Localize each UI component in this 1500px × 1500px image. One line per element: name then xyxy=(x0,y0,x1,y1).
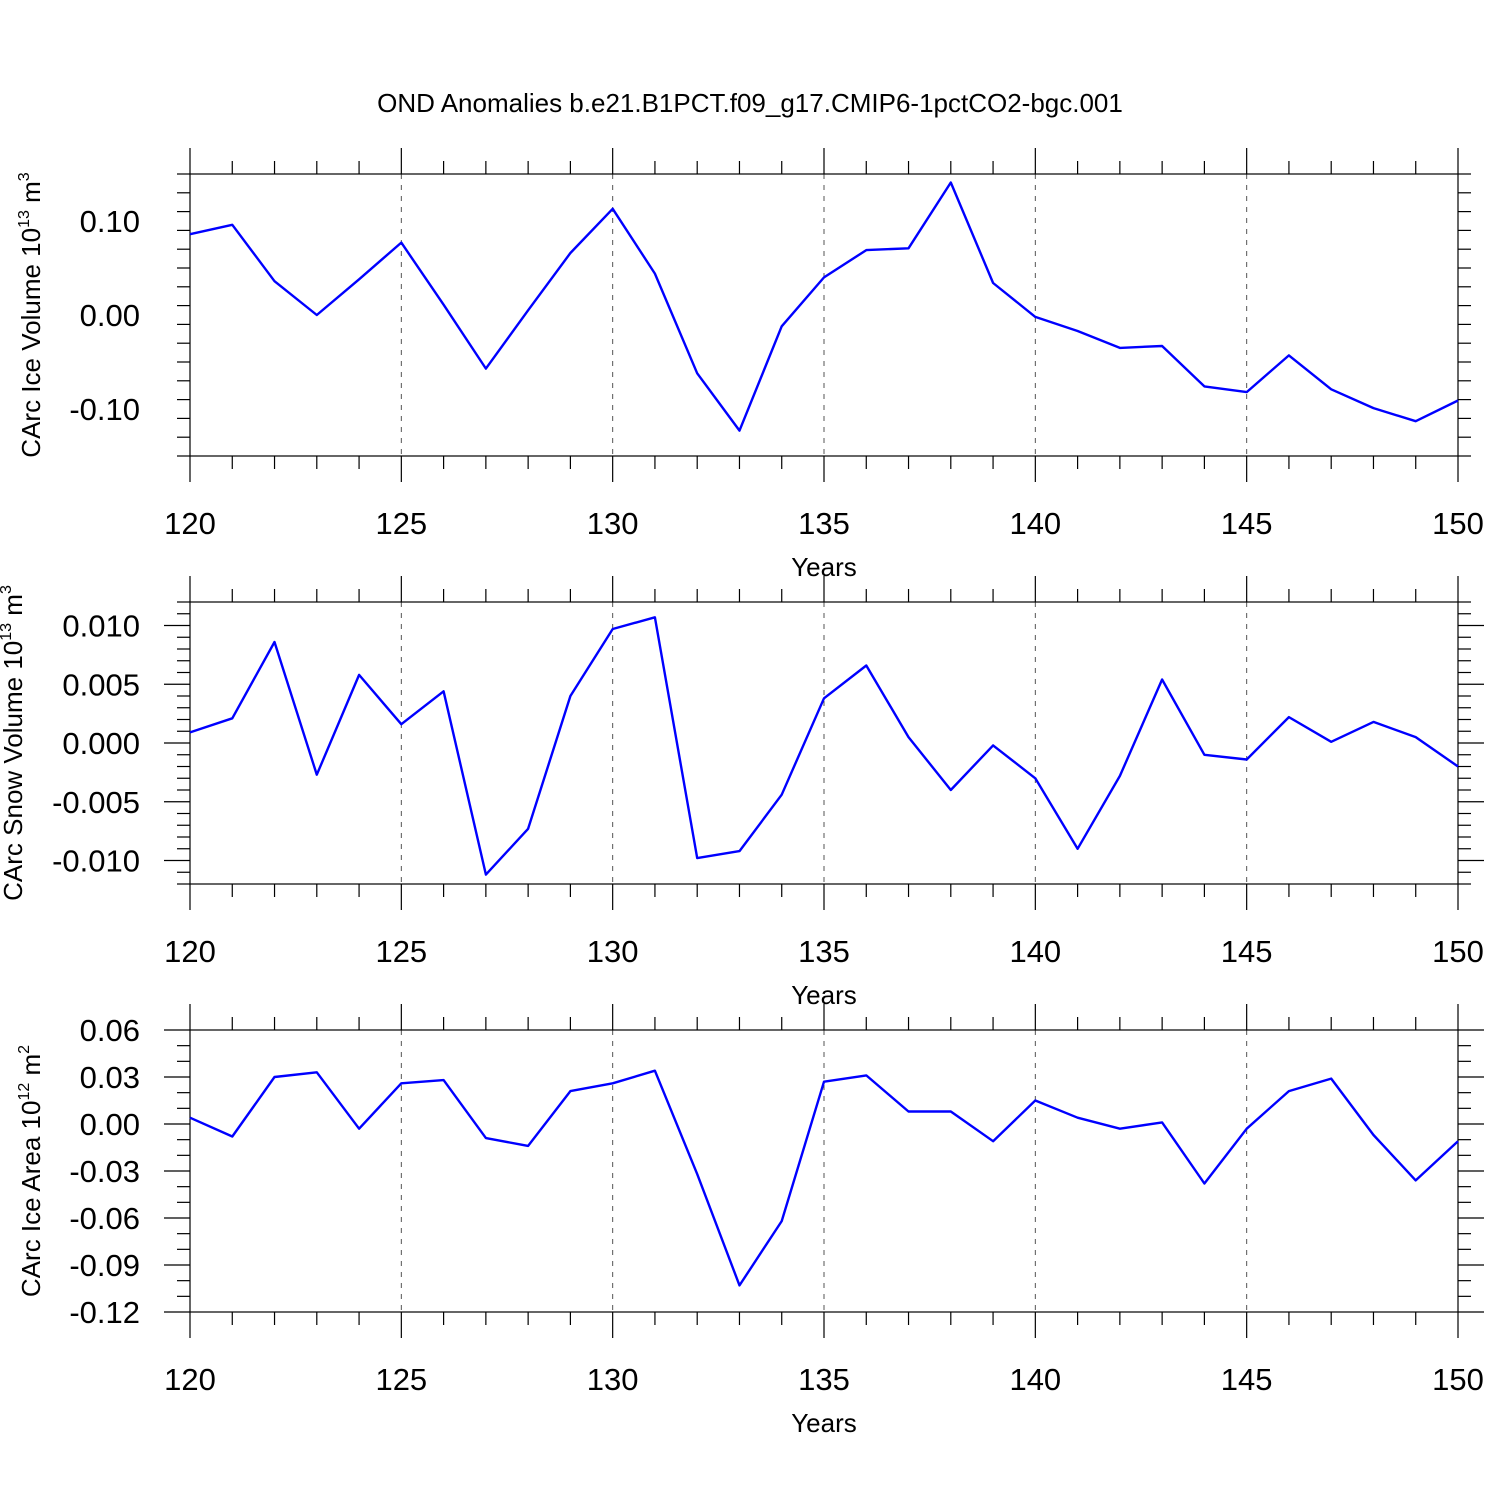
y-tick-label: 0.06 xyxy=(80,1013,140,1048)
x-tick-label: 125 xyxy=(375,506,427,541)
x-tick-label: 145 xyxy=(1221,506,1273,541)
series-line xyxy=(189,616,1459,876)
y-axis-title: CArc Snow Volume 1013 m3 xyxy=(0,585,28,901)
y-tick-label: 0.005 xyxy=(62,667,140,702)
series-line xyxy=(189,181,1459,432)
y-tick-label: -0.09 xyxy=(69,1248,140,1283)
panels: 120 125 130 135 140 145 150 Years -0.10 0.00 0.10 C… xyxy=(0,148,1484,1438)
x-tick-label: 135 xyxy=(798,934,850,969)
x-tick-label: 125 xyxy=(375,1362,427,1397)
x-tick-label: 130 xyxy=(587,934,639,969)
y-axis-title: CArc Ice Volume 1013 m3 xyxy=(16,172,46,457)
y-tick-label: 0.00 xyxy=(80,1107,140,1142)
y-tick-label: 0.000 xyxy=(62,726,140,761)
x-tick-label: 125 xyxy=(375,934,427,969)
x-tick-label: 135 xyxy=(798,506,850,541)
y-tick-label: -0.10 xyxy=(69,392,140,427)
x-tick-label: 150 xyxy=(1432,934,1484,969)
x-tick-label: 140 xyxy=(1009,1362,1061,1397)
y-tick-label: 0.00 xyxy=(80,298,140,333)
y-tick-label: -0.12 xyxy=(69,1295,140,1330)
x-axis-title: Years xyxy=(791,1408,857,1438)
x-tick-label: 150 xyxy=(1432,506,1484,541)
x-tick-label: 120 xyxy=(164,934,216,969)
x-tick-label: 120 xyxy=(164,1362,216,1397)
y-tick-label: -0.005 xyxy=(52,785,140,820)
plot-frame xyxy=(189,601,1459,885)
x-tick-label: 140 xyxy=(1009,506,1061,541)
x-tick-label: 120 xyxy=(164,506,216,541)
y-tick-label: 0.010 xyxy=(62,609,140,644)
chart-title: OND Anomalies b.e21.B1PCT.f09_g17.CMIP6-… xyxy=(377,88,1123,118)
x-tick-label: 130 xyxy=(587,1362,639,1397)
panel-ice-volume: 120 125 130 135 140 145 150Years-0.100.000.10C… xyxy=(16,148,1484,582)
x-tick-label: 150 xyxy=(1432,1362,1484,1397)
plot-frame xyxy=(189,1029,1459,1313)
x-tick-label: 130 xyxy=(587,506,639,541)
y-tick-label: 0.10 xyxy=(80,204,140,239)
y-tick-label: -0.06 xyxy=(69,1201,140,1236)
x-tick-label: 145 xyxy=(1221,1362,1273,1397)
x-tick-label: 140 xyxy=(1009,934,1061,969)
x-tick-label: 145 xyxy=(1221,934,1273,969)
y-tick-label: 0.03 xyxy=(80,1060,140,1095)
panel-snow-volume: 120 125 130 135 140 145 150Years-0.010-0.0050.… xyxy=(0,576,1484,1010)
y-tick-label: -0.03 xyxy=(69,1154,140,1189)
x-tick-label: 135 xyxy=(798,1362,850,1397)
y-axis-title: CArc Ice Area 1012 m2 xyxy=(16,1045,46,1297)
plot-frame xyxy=(189,173,1459,457)
series-line xyxy=(189,1069,1459,1287)
y-tick-label: -0.010 xyxy=(52,844,140,879)
panel-ice-area: 120 125 130 135 140 145 150 Years -0.12 -0.09 -0.0… xyxy=(16,1004,1484,1438)
